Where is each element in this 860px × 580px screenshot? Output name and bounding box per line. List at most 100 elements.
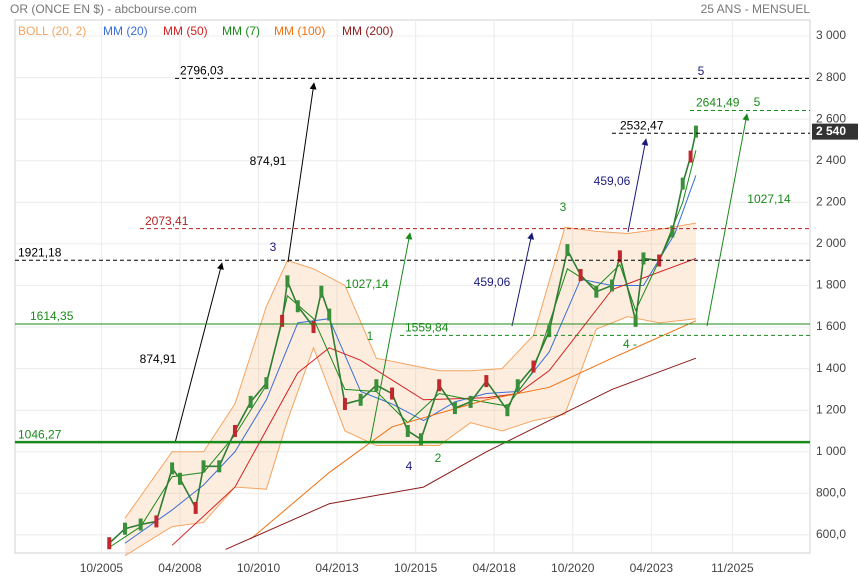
annotation: 4	[406, 459, 413, 473]
annotation: 1027,14	[747, 192, 791, 206]
level-label: 1921,18	[18, 245, 62, 259]
price-candle	[232, 424, 237, 437]
price-candle	[515, 379, 520, 392]
y-tick-label: 2 200	[816, 194, 846, 208]
legend-item: MM (50)	[163, 24, 208, 38]
price-candle	[217, 460, 222, 473]
level-label: 2073,41	[145, 214, 189, 228]
price-candle	[693, 125, 698, 138]
arrow	[174, 262, 224, 444]
price-candle	[193, 501, 198, 514]
annotation: 874,91	[250, 154, 287, 168]
y-tick-label: 2 800	[816, 70, 846, 84]
y-tick-label: 3 000	[816, 28, 846, 42]
price-candle	[688, 150, 693, 163]
price-candle	[505, 404, 510, 417]
price-candle	[437, 379, 442, 392]
annotation: 1	[367, 329, 374, 343]
price-candle	[374, 379, 379, 392]
annotation: 5	[754, 95, 761, 109]
price-candle	[468, 395, 473, 408]
x-tick-label: 04/2013	[315, 561, 359, 575]
price-candle	[319, 285, 324, 298]
level-label: 1614,35	[30, 309, 74, 323]
legend-item: BOLL (20, 2)	[18, 24, 86, 38]
arrow	[706, 113, 750, 327]
price-candle	[617, 250, 622, 263]
boll-fill	[124, 223, 696, 556]
price-candle	[594, 285, 599, 298]
annotation: 459,06	[594, 174, 631, 188]
level-label: 2532,47	[620, 118, 664, 132]
arrow	[511, 232, 535, 327]
price-candle	[327, 308, 332, 321]
price-candle	[641, 252, 646, 265]
legend-item: MM (7)	[222, 24, 260, 38]
y-tick-label: 1 200	[816, 402, 846, 416]
ma-line	[171, 257, 697, 546]
legend-item: MM (100)	[274, 24, 325, 38]
x-tick-label: 04/2023	[630, 561, 674, 575]
annotation: 1027,14	[345, 277, 389, 291]
boll-upper	[124, 222, 697, 519]
annotation: 3	[560, 200, 567, 214]
y-tick-label: 800,0	[816, 486, 846, 500]
price-candle	[138, 518, 143, 531]
price-candle	[610, 279, 615, 292]
level-label: 1559,84	[405, 321, 449, 335]
y-tick-label: 2 600	[816, 111, 846, 125]
legend-item: MM (200)	[342, 24, 393, 38]
price-candle	[201, 460, 206, 473]
price-candle	[565, 244, 570, 257]
annotation: 3	[270, 240, 277, 254]
annotation: 459,06	[474, 275, 511, 289]
price-candle	[295, 300, 300, 313]
arrow	[369, 232, 413, 444]
y-tick-label: 1 600	[816, 319, 846, 333]
price-candle	[547, 325, 552, 338]
y-tick-label: 600,0	[816, 527, 846, 541]
legend-item: MM (20)	[103, 24, 148, 38]
price-candle	[484, 375, 489, 388]
arrow	[287, 82, 317, 263]
price-candle	[531, 360, 536, 373]
y-tick-label: 2 000	[816, 236, 846, 250]
plot-frame	[14, 19, 811, 554]
price-candle	[405, 424, 410, 437]
y-tick-label: 1 400	[816, 361, 846, 375]
price-candle	[452, 402, 457, 415]
annotation: 5	[698, 64, 705, 78]
x-tick-label: 04/2008	[158, 561, 202, 575]
y-tick-label: 1 800	[816, 278, 846, 292]
level-label: 2641,49	[696, 96, 740, 110]
y-tick-label: 2 400	[816, 153, 846, 167]
price-candle	[358, 393, 363, 406]
chart-title: OR (ONCE EN $) - abcbourse.com	[10, 2, 197, 16]
x-tick-label: 10/2020	[551, 561, 595, 575]
price-candle	[418, 433, 423, 446]
x-tick-label: 04/2018	[473, 561, 517, 575]
annotation: 2	[435, 451, 442, 465]
price-candle	[264, 377, 269, 390]
price-candle	[107, 537, 112, 550]
ma-line	[225, 357, 697, 550]
price-candle	[285, 275, 290, 288]
price-candle	[633, 314, 638, 327]
price-candle	[578, 269, 583, 282]
price-candle	[248, 395, 253, 408]
price-candle	[680, 177, 685, 190]
price-candle	[390, 387, 395, 400]
price-candle	[177, 472, 182, 485]
price-candle	[342, 397, 347, 410]
arrow	[627, 138, 649, 233]
x-tick-label: 11/2025	[711, 561, 754, 575]
x-tick-label: 10/2015	[394, 561, 438, 575]
chart-subtitle: 25 ANS - MENSUEL	[701, 2, 811, 16]
x-tick-label: 10/2010	[237, 561, 281, 575]
ma-line	[250, 320, 697, 540]
price-tag	[812, 123, 858, 140]
level-label: 2796,03	[180, 64, 224, 78]
price-candle	[154, 515, 159, 528]
x-tick-label: 10/2005	[80, 561, 124, 575]
